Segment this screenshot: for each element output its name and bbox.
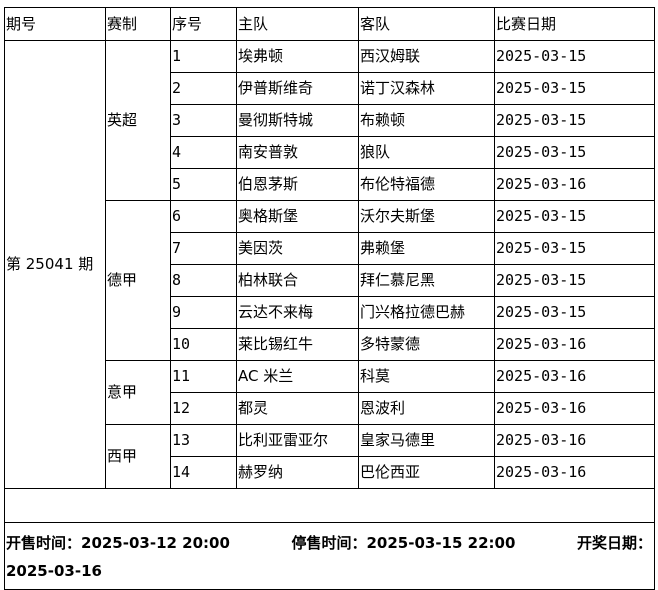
table-row: 5 伯恩茅斯 布伦特福德 2025-03-16 bbox=[5, 168, 655, 201]
match-date: 2025-03-15 bbox=[494, 232, 655, 265]
table-row: 3 曼彻斯特城 布赖顿 2025-03-15 bbox=[5, 104, 655, 137]
match-no: 7 bbox=[170, 232, 237, 265]
home-team: 埃弗顿 bbox=[236, 40, 359, 73]
period-cell: 第 25041 期 bbox=[4, 40, 106, 489]
header-period: 期号 bbox=[4, 7, 106, 41]
match-date: 2025-03-16 bbox=[494, 456, 655, 489]
draw-label: 开奖日期： bbox=[576, 533, 652, 552]
league-cell: 英超 bbox=[105, 40, 171, 201]
match-schedule-table: 期号 赛制 序号 主队 客队 比赛日期 第 25041 期英超 1 埃弗顿 西汉姆联 2… bbox=[4, 7, 655, 590]
match-date: 2025-03-16 bbox=[494, 424, 655, 457]
table-row: 7 美因茨 弗赖堡 2025-03-15 bbox=[5, 232, 655, 265]
table-row: 12 都灵 恩波利 2025-03-16 bbox=[5, 392, 655, 425]
match-no: 9 bbox=[170, 296, 237, 329]
away-team: 科莫 bbox=[358, 360, 495, 393]
match-no: 12 bbox=[170, 392, 237, 425]
match-date: 2025-03-16 bbox=[494, 168, 655, 201]
table-row: 14 赫罗纳 巴伦西亚 2025-03-16 bbox=[5, 456, 655, 489]
home-team: 都灵 bbox=[236, 392, 359, 425]
match-date: 2025-03-16 bbox=[494, 328, 655, 361]
league-cell: 西甲 bbox=[105, 424, 171, 489]
league-cell: 德甲 bbox=[105, 200, 171, 361]
away-team: 布伦特福德 bbox=[358, 168, 495, 201]
away-team: 门兴格拉德巴赫 bbox=[358, 296, 495, 329]
match-date: 2025-03-15 bbox=[494, 104, 655, 137]
home-team: 奥格斯堡 bbox=[236, 200, 359, 233]
match-no: 10 bbox=[170, 328, 237, 361]
match-date: 2025-03-15 bbox=[494, 40, 655, 73]
match-no: 5 bbox=[170, 168, 237, 201]
table-row: 4 南安普敦 狼队 2025-03-15 bbox=[5, 136, 655, 169]
header-no: 序号 bbox=[170, 7, 237, 41]
home-team: 赫罗纳 bbox=[236, 456, 359, 489]
home-team: 比利亚雷亚尔 bbox=[236, 424, 359, 457]
header-row: 期号 赛制 序号 主队 客队 比赛日期 bbox=[4, 7, 655, 41]
sale-info: 开售时间：2025-03-12 20:00 停售时间：2025-03-15 22:… bbox=[4, 522, 655, 590]
away-team: 皇家马德里 bbox=[358, 424, 495, 457]
table-row: 10 莱比锡红牛 多特蒙德 2025-03-16 bbox=[5, 328, 655, 361]
empty-row bbox=[4, 488, 655, 523]
home-team: AC 米兰 bbox=[236, 360, 359, 393]
league-cell: 意甲 bbox=[105, 360, 171, 425]
match-date: 2025-03-15 bbox=[494, 200, 655, 233]
match-date: 2025-03-16 bbox=[494, 392, 655, 425]
home-team: 曼彻斯特城 bbox=[236, 104, 359, 137]
sale-end: 停售时间：2025-03-15 22:00 bbox=[291, 533, 516, 552]
match-no: 1 bbox=[170, 40, 237, 73]
home-team: 柏林联合 bbox=[236, 264, 359, 297]
match-no: 11 bbox=[170, 360, 237, 393]
away-team: 弗赖堡 bbox=[358, 232, 495, 265]
header-league: 赛制 bbox=[105, 7, 171, 41]
table-row: 8 柏林联合 拜仁慕尼黑 2025-03-15 bbox=[5, 264, 655, 297]
away-team: 诺丁汉森林 bbox=[358, 72, 495, 105]
home-team: 美因茨 bbox=[236, 232, 359, 265]
match-date: 2025-03-15 bbox=[494, 296, 655, 329]
match-no: 4 bbox=[170, 136, 237, 169]
match-no: 13 bbox=[170, 424, 237, 457]
away-team: 多特蒙德 bbox=[358, 328, 495, 361]
sale-start: 开售时间：2025-03-12 20:00 bbox=[6, 533, 230, 552]
home-team: 云达不来梅 bbox=[236, 296, 359, 329]
table-row: 第 25041 期英超 1 埃弗顿 西汉姆联 2025-03-15 bbox=[4, 40, 655, 489]
match-no: 8 bbox=[170, 264, 237, 297]
away-team: 布赖顿 bbox=[358, 104, 495, 137]
away-team: 拜仁慕尼黑 bbox=[358, 264, 495, 297]
match-no: 2 bbox=[170, 72, 237, 105]
home-team: 伯恩茅斯 bbox=[236, 168, 359, 201]
match-date: 2025-03-16 bbox=[494, 360, 655, 393]
table-row: 意甲 11 AC 米兰 科莫 2025-03-16 bbox=[5, 360, 655, 425]
match-date: 2025-03-15 bbox=[494, 136, 655, 169]
match-no: 14 bbox=[170, 456, 237, 489]
match-no: 6 bbox=[170, 200, 237, 233]
away-team: 西汉姆联 bbox=[358, 40, 495, 73]
header-away: 客队 bbox=[358, 7, 495, 41]
table-row: 西甲 13 比利亚雷亚尔 皇家马德里 2025-03-16 bbox=[5, 424, 655, 489]
home-team: 莱比锡红牛 bbox=[236, 328, 359, 361]
away-team: 狼队 bbox=[358, 136, 495, 169]
match-date: 2025-03-15 bbox=[494, 72, 655, 105]
home-team: 南安普敦 bbox=[236, 136, 359, 169]
header-date: 比赛日期 bbox=[494, 7, 655, 41]
draw-date: 2025-03-16 bbox=[6, 562, 102, 580]
away-team: 沃尔夫斯堡 bbox=[358, 200, 495, 233]
match-date: 2025-03-15 bbox=[494, 264, 655, 297]
table-row: 德甲 6 奥格斯堡 沃尔夫斯堡 2025-03-15 bbox=[5, 200, 655, 361]
match-no: 3 bbox=[170, 104, 237, 137]
away-team: 巴伦西亚 bbox=[358, 456, 495, 489]
header-home: 主队 bbox=[236, 7, 359, 41]
home-team: 伊普斯维奇 bbox=[236, 72, 359, 105]
away-team: 恩波利 bbox=[358, 392, 495, 425]
